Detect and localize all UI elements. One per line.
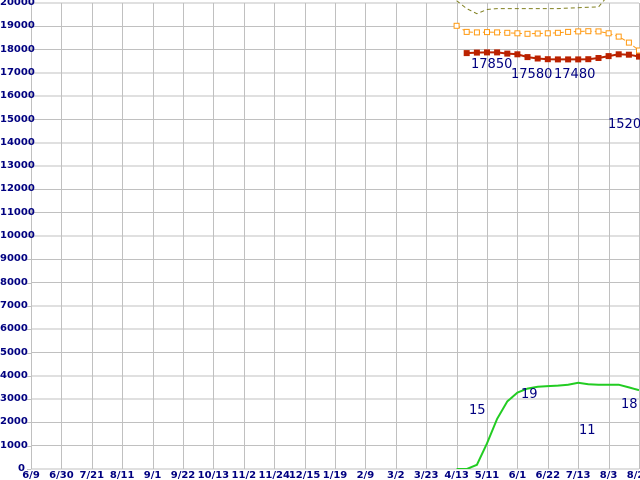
x-axis-tick-label: 8/24	[626, 470, 640, 480]
data-point-marker	[575, 28, 582, 35]
y-axis-tick-label: 13000	[0, 160, 35, 172]
y-axis-tick-label: 20000	[0, 0, 35, 8]
y-axis-tick-label: 4000	[0, 369, 28, 381]
label-15: 15	[469, 403, 486, 418]
x-axis-tick-label: 7/13	[565, 470, 591, 480]
data-point-marker	[504, 50, 511, 57]
data-point-marker	[544, 56, 551, 63]
y-axis-tick-label: 1000	[0, 439, 28, 451]
data-point-marker	[504, 29, 511, 36]
data-point-marker	[605, 30, 612, 37]
x-axis-tick-label: 6/1	[508, 470, 527, 480]
x-axis-tick-label: 5/11	[474, 470, 500, 480]
data-point-marker	[625, 51, 632, 58]
series-line-volume-green	[456, 381, 639, 469]
y-axis-tick-label: 9000	[0, 253, 28, 265]
data-point-marker	[565, 28, 572, 35]
x-axis-tick-label: 7/21	[79, 470, 105, 480]
data-point-marker	[484, 49, 490, 56]
data-point-marker	[585, 56, 592, 63]
label-17580: 17580	[511, 67, 553, 82]
data-point-marker	[585, 28, 592, 35]
y-axis-tick-label: 3000	[0, 393, 28, 405]
data-point-marker	[524, 54, 531, 61]
label-11: 11	[579, 423, 596, 438]
data-point-marker	[463, 28, 470, 35]
x-axis-tick-label: 10/13	[197, 470, 230, 480]
x-axis-tick-label: 4/13	[444, 470, 469, 480]
x-axis-tick-label: 11/24	[258, 470, 290, 480]
data-point-marker	[494, 49, 501, 56]
x-axis-tick-label: 8/11	[109, 470, 135, 480]
data-point-marker	[605, 53, 612, 60]
x-axis-tick-label: 8/3	[599, 470, 618, 480]
y-axis-tick-label: 19000	[0, 20, 35, 32]
x-axis-tick-label: 12/15	[288, 470, 321, 480]
grid-lines	[31, 2, 640, 470]
y-axis-tick-label: 18000	[0, 43, 35, 55]
axis-lines	[27, 3, 32, 470]
label-18: 18	[621, 397, 638, 412]
data-point-marker	[595, 55, 602, 61]
x-axis-tick-label: 3/2	[387, 470, 405, 480]
data-point-marker	[514, 30, 521, 37]
data-point-marker	[615, 51, 622, 58]
data-point-marker	[514, 51, 521, 58]
data-point-marker	[534, 55, 541, 62]
data-point-marker	[524, 30, 531, 37]
data-point-marker	[473, 29, 480, 36]
data-point-marker	[484, 29, 490, 36]
x-axis-tick-label: 11/2	[231, 470, 257, 480]
x-axis-tick-label: 9/1	[143, 470, 162, 480]
data-point-marker	[636, 53, 640, 60]
y-axis-tick-label: 10000	[0, 230, 35, 241]
series-lines	[453, 0, 640, 469]
y-axis-tick-label: 12000	[0, 183, 35, 195]
data-point-marker	[554, 29, 561, 36]
series-line-outer-band-olive	[456, 0, 605, 15]
label-17480: 17480	[554, 67, 596, 82]
y-axis-tick-label: 6000	[0, 323, 28, 335]
x-axis-tick-label: 6/30	[49, 470, 74, 480]
data-point-marker	[534, 30, 541, 37]
y-axis-tick-label: 8000	[0, 276, 28, 288]
x-axis-tick-label: 3/23	[413, 470, 439, 480]
y-axis-tick-label: 16000	[0, 90, 35, 102]
data-point-marker	[636, 47, 640, 54]
y-axis-tick-label: 2000	[0, 416, 28, 428]
y-axis-tick-label: 15000	[0, 113, 35, 125]
y-axis-tick-label: 11000	[0, 206, 35, 218]
data-point-marker	[575, 56, 582, 63]
data-point-marker	[554, 56, 561, 63]
series-line-upper-band-orange	[456, 25, 639, 51]
x-axis-tick-label: 6/22	[535, 470, 561, 480]
label-17850: 17850	[471, 57, 513, 72]
data-point-marker	[494, 29, 501, 36]
data-point-marker	[473, 49, 480, 56]
data-point-marker	[453, 22, 460, 29]
x-axis-tick-label: 2/9	[356, 470, 375, 480]
y-axis-tick-label: 14000	[0, 136, 35, 148]
data-point-marker	[615, 33, 622, 40]
data-point-marker	[595, 28, 602, 35]
y-axis-tick-label: 0	[18, 463, 25, 474]
data-point-marker	[625, 39, 632, 46]
data-point-marker	[463, 50, 470, 57]
y-axis-tick-label: 5000	[0, 346, 28, 358]
label-15200: 15200	[608, 117, 640, 132]
label-19: 19	[521, 387, 538, 402]
data-point-marker	[544, 30, 551, 37]
x-axis-tick-label: 9/22	[170, 470, 196, 480]
data-point-marker	[565, 56, 572, 63]
y-axis-tick-label: 7000	[0, 299, 28, 311]
x-axis-tick-label: 6/9	[22, 470, 40, 480]
x-axis-tick-label: 1/19	[322, 470, 348, 480]
y-axis-tick-label: 17000	[0, 66, 35, 78]
